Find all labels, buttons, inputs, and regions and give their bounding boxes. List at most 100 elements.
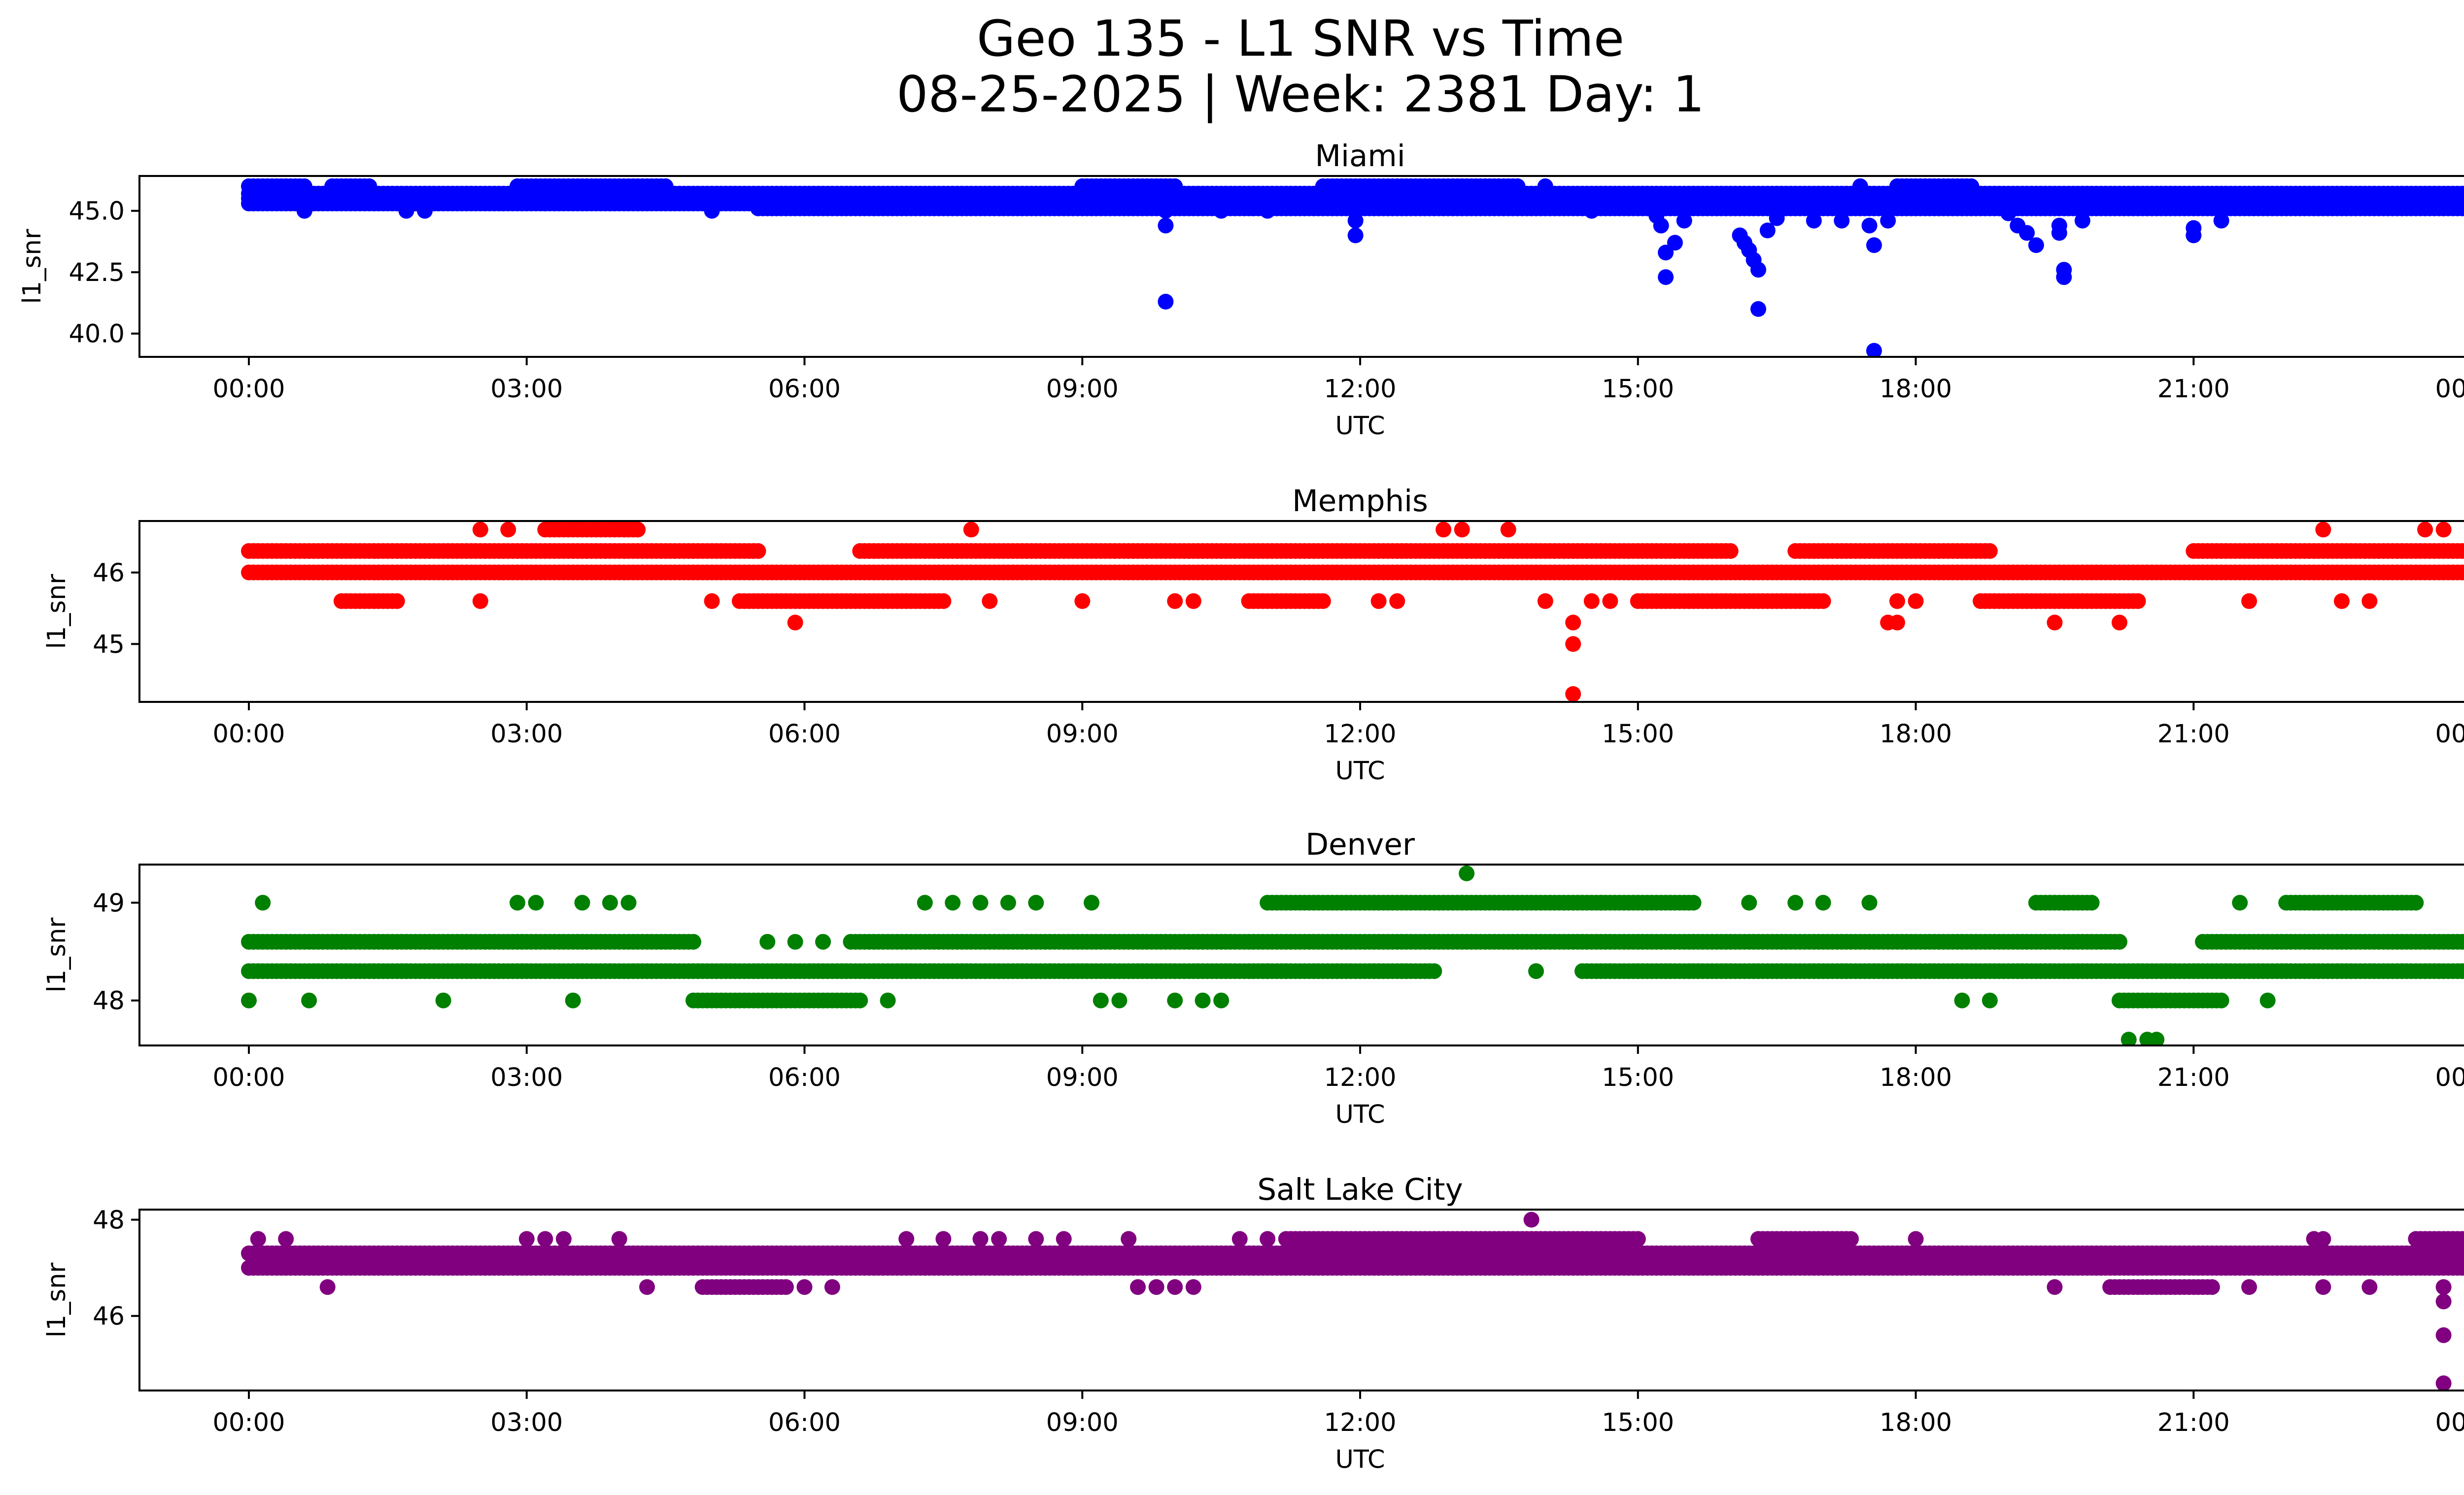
data-point: [1815, 593, 1831, 609]
x-tick-label: 12:00: [1324, 375, 1397, 404]
data-point: [1889, 593, 1905, 609]
data-point: [963, 522, 979, 538]
data-point: [1852, 178, 1868, 194]
x-tick-label: 09:00: [1046, 375, 1119, 404]
data-point: [1074, 593, 1091, 609]
data-point: [1158, 294, 1174, 310]
data-point: [1658, 269, 1674, 285]
data-point: [2417, 522, 2433, 538]
data-point: [255, 895, 271, 911]
y-axis-label: l1_snr: [42, 574, 71, 649]
y-tick-label: 45: [93, 630, 125, 660]
data-point: [1741, 895, 1757, 911]
data-point: [574, 895, 590, 911]
data-point: [1861, 217, 1878, 234]
data-point: [1769, 210, 1785, 226]
data-point: [472, 522, 488, 538]
data-point: [1982, 992, 1998, 1008]
data-point: [398, 203, 414, 219]
data-point: [565, 992, 581, 1008]
data-point: [296, 203, 312, 219]
data-point: [301, 992, 317, 1008]
y-tick-label: 42.5: [68, 258, 125, 287]
data-point: [2084, 895, 2100, 911]
y-tick-label: 45.0: [68, 197, 125, 226]
data-point: [2186, 227, 2202, 243]
data-point: [2361, 593, 2378, 609]
data-point: [361, 178, 377, 194]
data-point: [1093, 992, 1109, 1008]
x-tick-label: 06:00: [768, 720, 841, 749]
data-point: [1454, 522, 1470, 538]
data-point: [1347, 212, 1364, 229]
data-point: [1565, 615, 1581, 630]
data-point: [2459, 964, 2464, 979]
y-tick-label: 40.0: [68, 320, 125, 349]
data-point: [945, 895, 961, 911]
data-point: [2408, 895, 2424, 911]
data-point: [1158, 217, 1174, 234]
data-point: [620, 895, 637, 911]
data-point: [537, 195, 553, 211]
x-tick-label: 15:00: [1602, 375, 1674, 404]
data-point: [500, 522, 516, 538]
data-point: [2459, 1260, 2464, 1276]
data-point: [1722, 543, 1739, 559]
data-point: [1167, 593, 1183, 609]
data-point: [1602, 593, 1618, 609]
figure-title-line2: 08-25-2025 | Week: 2381 Day: 1: [896, 65, 1705, 124]
data-point: [1185, 593, 1201, 609]
data-point: [1315, 593, 1331, 609]
data-point: [1676, 212, 1692, 229]
data-point: [1750, 262, 1766, 278]
data-point: [1509, 180, 1526, 197]
data-point: [1815, 895, 1831, 911]
data-point: [2459, 565, 2464, 580]
data-point: [2074, 212, 2090, 229]
y-tick-label: 48: [93, 987, 125, 1016]
data-point: [1167, 992, 1183, 1008]
data-point: [1347, 227, 1364, 243]
data-point: [528, 895, 544, 911]
data-point: [1370, 593, 1387, 609]
data-point: [657, 178, 674, 194]
x-axis-label: UTC: [1335, 412, 1385, 441]
data-point: [1158, 203, 1174, 219]
data-point: [2459, 201, 2464, 216]
data-point: [1528, 963, 1544, 979]
data-point: [1436, 195, 1452, 211]
data-point: [2056, 269, 2072, 285]
x-tick-label: 06:00: [768, 1063, 841, 1092]
data-point: [2047, 615, 2063, 630]
data-point: [704, 203, 720, 219]
data-point: [787, 934, 803, 950]
data-point: [1787, 895, 1804, 911]
data-point: [2121, 1032, 2137, 1045]
data-point: [1861, 895, 1878, 911]
data-point: [1436, 522, 1452, 538]
data-points: [241, 522, 2464, 702]
data-point: [2213, 212, 2229, 229]
data-point: [2459, 934, 2464, 949]
data-point: [630, 195, 646, 211]
data-point: [1889, 615, 1905, 630]
data-point: [1195, 992, 1211, 1008]
data-point: [1537, 178, 1553, 194]
x-tick-label: 15:00: [1602, 1063, 1674, 1092]
data-point: [1658, 244, 1674, 261]
x-tick-label: 00:00: [213, 1063, 285, 1092]
data-point: [1806, 212, 1822, 229]
data-point: [1759, 222, 1776, 239]
x-tick-label: 12:00: [1324, 1063, 1397, 1092]
data-points: [241, 865, 2464, 1045]
data-point: [417, 203, 433, 219]
data-point: [2435, 522, 2452, 538]
data-point: [2315, 522, 2331, 538]
data-point: [2000, 205, 2017, 221]
data-point: [935, 593, 952, 609]
x-tick-label: 00:00: [213, 720, 285, 749]
data-point: [982, 593, 998, 609]
